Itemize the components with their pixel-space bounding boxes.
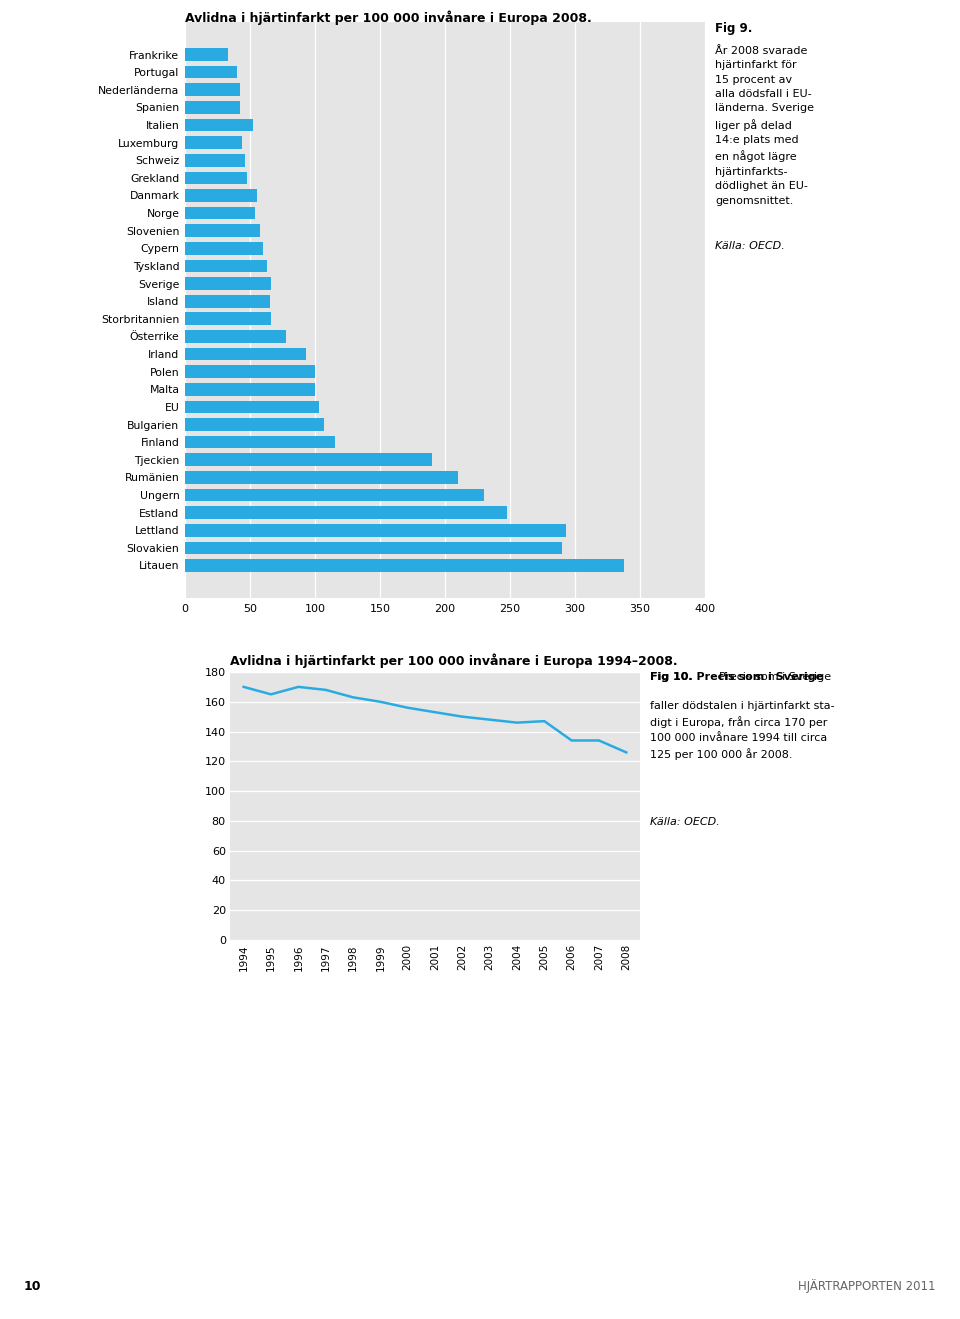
Bar xyxy=(185,83,240,96)
Bar xyxy=(185,49,228,61)
Text: Fig 9.: Fig 9. xyxy=(715,22,753,36)
Bar xyxy=(185,488,484,501)
Text: År 2008 svarade
hjärtinfarkt för
15 procent av
alla dödsfall i EU-
länderna. Sve: År 2008 svarade hjärtinfarkt för 15 proc… xyxy=(715,46,814,206)
Bar xyxy=(185,542,562,554)
Bar xyxy=(185,66,237,79)
Bar xyxy=(185,435,334,448)
Bar xyxy=(185,171,248,185)
Text: Avlidna i hjärtinfarkt per 100 000 invånare i Europa 1994–2008.: Avlidna i hjärtinfarkt per 100 000 invån… xyxy=(230,653,678,667)
Bar xyxy=(185,102,240,113)
Bar xyxy=(185,295,270,307)
Bar xyxy=(185,154,245,166)
Bar xyxy=(185,383,315,396)
Bar xyxy=(185,506,508,518)
Bar xyxy=(185,524,565,537)
Bar xyxy=(185,207,255,219)
Bar xyxy=(185,454,432,466)
Bar xyxy=(185,260,267,272)
Bar xyxy=(185,471,458,484)
Bar xyxy=(185,330,286,343)
Bar xyxy=(185,224,260,237)
Text: Källa: OECD.: Källa: OECD. xyxy=(650,816,720,827)
Text: Precis som i Sverige: Precis som i Sverige xyxy=(719,671,831,682)
Bar xyxy=(185,189,256,202)
Bar xyxy=(185,559,624,572)
Text: HJÄRTRAPPORTEN 2011: HJÄRTRAPPORTEN 2011 xyxy=(799,1278,936,1293)
Bar xyxy=(185,365,315,379)
Bar xyxy=(185,277,271,290)
Text: Källa: OECD.: Källa: OECD. xyxy=(715,241,784,251)
Bar xyxy=(185,241,263,255)
Text: faller dödstalen i hjärtinfarkt sta-
digt i Europa, från circa 170 per
100 000 i: faller dödstalen i hjärtinfarkt sta- dig… xyxy=(650,700,834,760)
Text: 10: 10 xyxy=(24,1279,41,1293)
Bar xyxy=(185,401,319,413)
Text: Fig 10. Precis som i Sverige: Fig 10. Precis som i Sverige xyxy=(650,671,823,682)
Text: Avlidna i hjärtinfarkt per 100 000 invånare i Europa 2008.: Avlidna i hjärtinfarkt per 100 000 invån… xyxy=(185,11,591,25)
Bar xyxy=(185,418,324,431)
Text: Fig 10.: Fig 10. xyxy=(650,671,692,682)
Bar xyxy=(185,119,252,132)
Bar xyxy=(185,348,306,360)
Bar xyxy=(185,313,271,326)
Bar xyxy=(185,136,242,149)
